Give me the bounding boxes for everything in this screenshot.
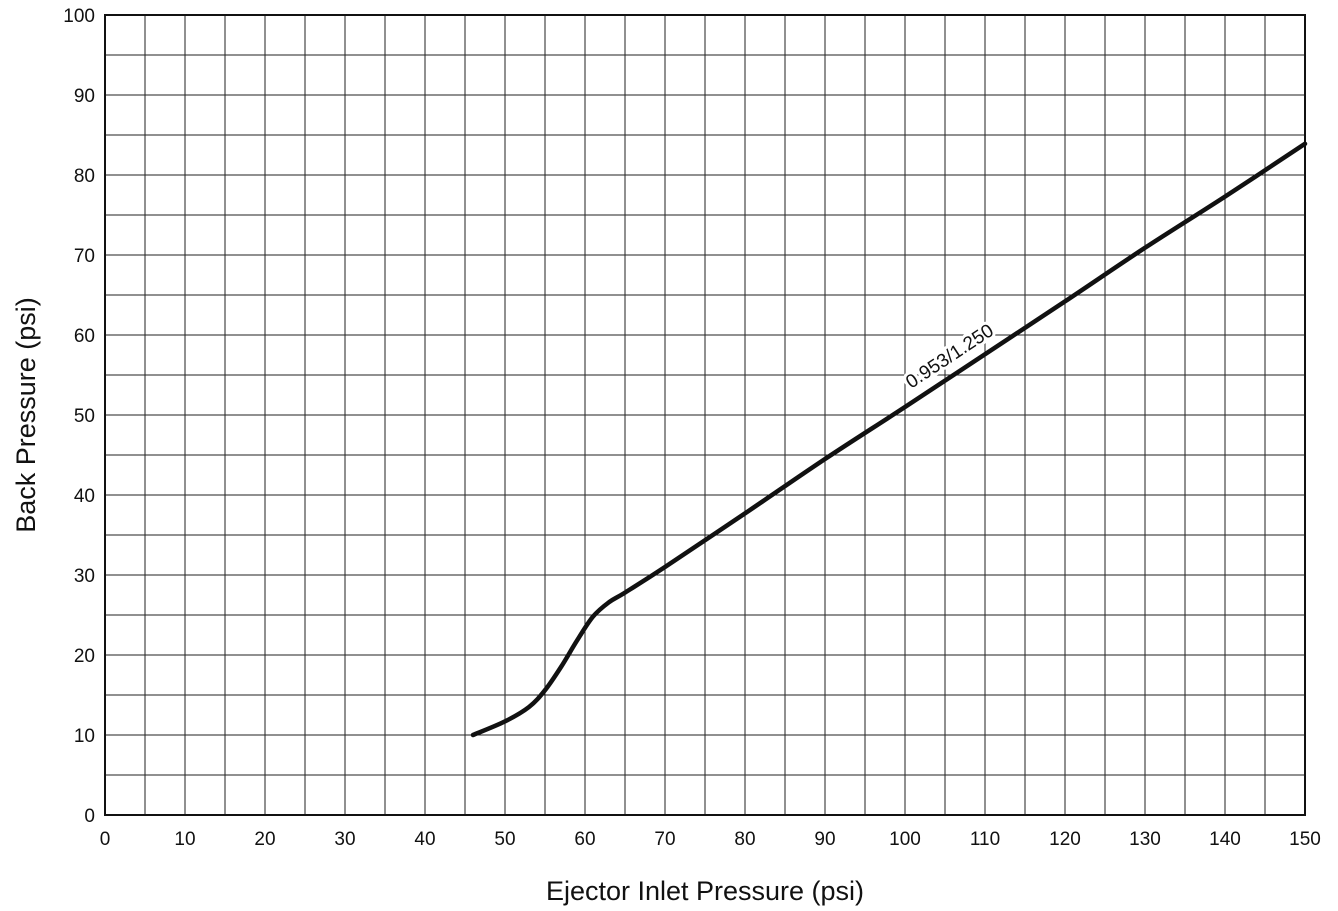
grid <box>105 15 1305 815</box>
y-tick-label: 50 <box>74 406 95 427</box>
y-axis-title: Back Pressure (psi) <box>11 297 41 533</box>
x-tick-label: 20 <box>254 829 275 850</box>
x-tick-label: 140 <box>1209 829 1241 850</box>
x-tick-label: 50 <box>494 829 515 850</box>
x-tick-label: 60 <box>574 829 595 850</box>
x-axis-title: Ejector Inlet Pressure (psi) <box>546 876 864 906</box>
y-tick-label: 30 <box>74 566 95 587</box>
y-tick-label: 70 <box>74 246 95 267</box>
y-tick-label: 0 <box>84 806 95 827</box>
x-tick-label: 90 <box>814 829 835 850</box>
series-line-0-953-1-250 <box>470 141 1308 738</box>
x-tick-label: 120 <box>1049 829 1081 850</box>
x-tick-label: 0 <box>100 829 111 850</box>
x-tick-label: 80 <box>734 829 755 850</box>
x-tick-label: 130 <box>1129 829 1161 850</box>
y-tick-label: 90 <box>74 86 95 107</box>
y-tick-label: 80 <box>74 166 95 187</box>
y-tick-label: 100 <box>63 6 95 27</box>
x-tick-label: 40 <box>414 829 435 850</box>
y-tick-label: 60 <box>74 326 95 347</box>
plot-frame <box>104 14 1306 816</box>
x-tick-labels: 0 10 20 30 40 50 60 70 80 90 100 110 120 130 140 150 <box>100 829 1321 850</box>
x-tick-label: 10 <box>174 829 195 850</box>
x-tick-label: 70 <box>654 829 675 850</box>
x-tick-label: 100 <box>889 829 921 850</box>
y-tick-label: 20 <box>74 646 95 667</box>
y-tick-label: 10 <box>74 726 95 747</box>
x-tick-label: 150 <box>1289 829 1321 850</box>
y-tick-labels: 0 10 20 30 40 50 60 70 80 90 100 <box>63 6 95 827</box>
x-tick-label: 110 <box>970 829 1000 850</box>
x-tick-label: 30 <box>334 829 355 850</box>
y-tick-label: 40 <box>74 486 95 507</box>
